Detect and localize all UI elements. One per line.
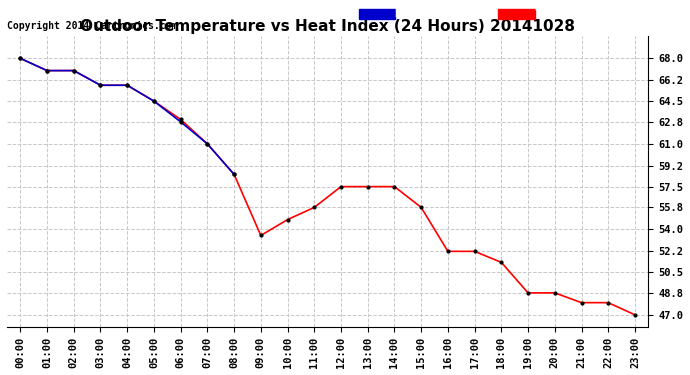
Text: Copyright 2014 Cartronics.com: Copyright 2014 Cartronics.com bbox=[7, 21, 177, 31]
Title: Outdoor Temperature vs Heat Index (24 Hours) 20141028: Outdoor Temperature vs Heat Index (24 Ho… bbox=[80, 19, 575, 34]
Legend: Heat Index  (°F), Temperature  (°F): Heat Index (°F), Temperature (°F) bbox=[357, 7, 643, 21]
